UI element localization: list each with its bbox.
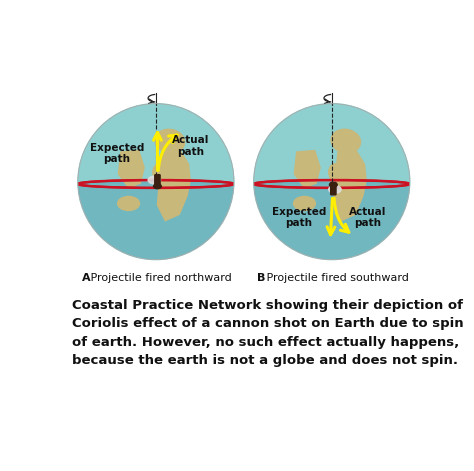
Text: A: A xyxy=(82,273,90,284)
Ellipse shape xyxy=(293,196,315,211)
Ellipse shape xyxy=(329,182,337,187)
Polygon shape xyxy=(157,149,190,220)
Ellipse shape xyxy=(154,184,161,189)
Polygon shape xyxy=(78,182,234,260)
Ellipse shape xyxy=(331,130,361,153)
FancyBboxPatch shape xyxy=(331,182,336,195)
Text: B: B xyxy=(257,273,266,284)
Circle shape xyxy=(254,104,410,260)
Text: Coastal Practice Network showing their depiction of
Coriolis effect of a cannon : Coastal Practice Network showing their d… xyxy=(73,299,464,367)
Ellipse shape xyxy=(153,164,167,181)
Ellipse shape xyxy=(328,186,341,193)
FancyBboxPatch shape xyxy=(155,175,160,187)
Text: Projectile fired southward: Projectile fired southward xyxy=(263,273,409,284)
Text: Actual
path: Actual path xyxy=(172,135,209,156)
Ellipse shape xyxy=(148,176,161,184)
Polygon shape xyxy=(254,182,410,260)
Polygon shape xyxy=(294,150,320,188)
Text: Expected
path: Expected path xyxy=(90,143,144,164)
Text: Actual
path: Actual path xyxy=(349,207,386,228)
Ellipse shape xyxy=(155,130,185,153)
Polygon shape xyxy=(118,150,144,188)
Ellipse shape xyxy=(328,164,343,181)
Circle shape xyxy=(78,104,234,260)
Text: Projectile fired northward: Projectile fired northward xyxy=(87,273,232,284)
Polygon shape xyxy=(333,149,366,220)
Ellipse shape xyxy=(118,196,139,211)
Text: Expected
path: Expected path xyxy=(272,207,326,228)
